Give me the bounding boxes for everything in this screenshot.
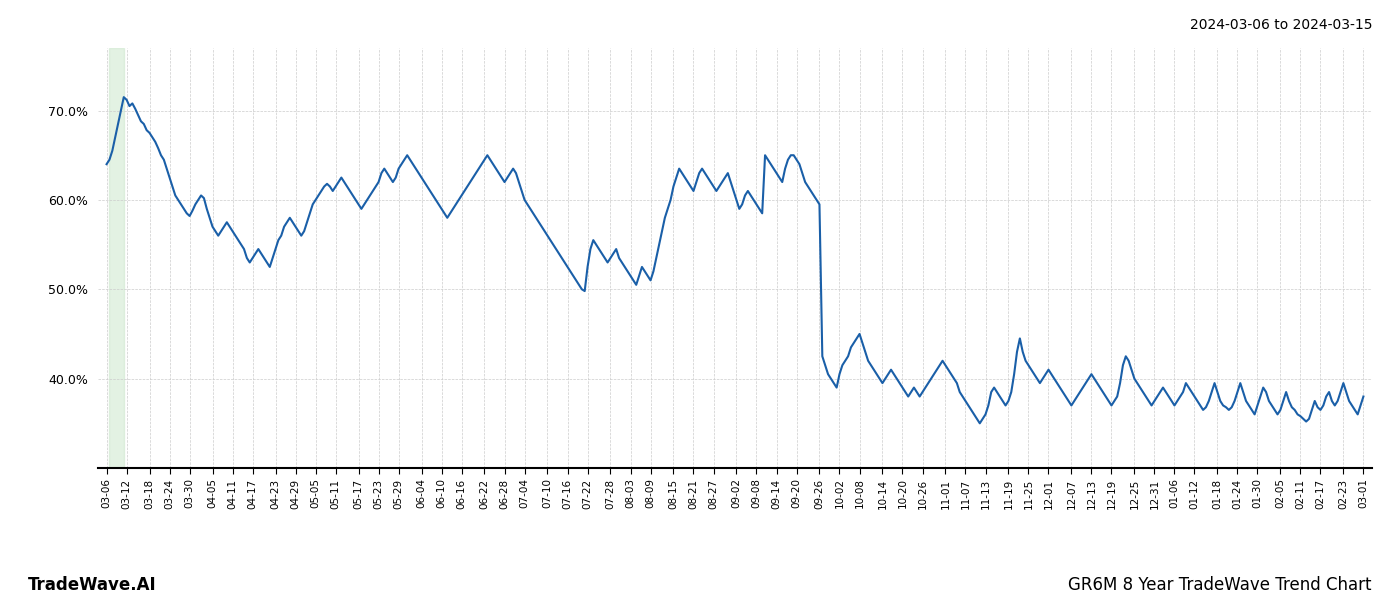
Bar [109, 48, 123, 468]
Text: 2024-03-06 to 2024-03-15: 2024-03-06 to 2024-03-15 [1190, 18, 1372, 32]
Text: GR6M 8 Year TradeWave Trend Chart: GR6M 8 Year TradeWave Trend Chart [1068, 576, 1372, 594]
Text: TradeWave.AI: TradeWave.AI [28, 576, 157, 594]
